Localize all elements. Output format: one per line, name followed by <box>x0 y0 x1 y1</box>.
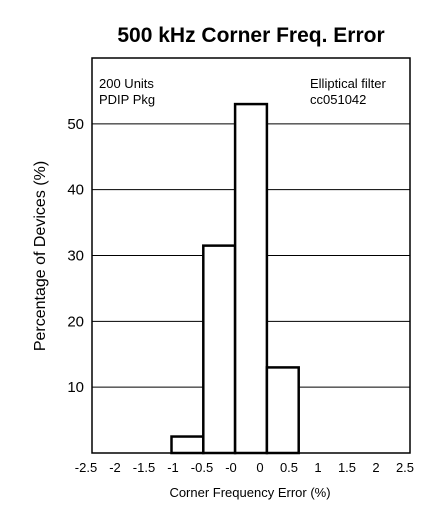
y-tick-label-40: 40 <box>67 182 84 199</box>
x-tick-label-5: -0 <box>225 460 237 475</box>
chart-title: 500 kHz Corner Freq. Error <box>117 24 384 47</box>
x-tick-label-3: -1 <box>167 460 179 475</box>
x-tick-label-7: 0.5 <box>280 460 298 475</box>
y-tick-label-30: 30 <box>67 248 84 265</box>
bar-3 <box>265 366 300 455</box>
x-tick-labels: -2.5 -2 -1.5 -1 -0.5 -0 0 0.5 1 1.5 2 2.5 <box>75 460 414 475</box>
bar-1 <box>202 244 237 455</box>
x-tick-label-0: -2.5 <box>75 460 97 475</box>
plot-frame <box>91 57 411 454</box>
annotation-id: cc051042 <box>310 92 366 107</box>
x-tick-label-9: 1.5 <box>338 460 356 475</box>
y-tick-labels: 10 20 30 40 50 <box>67 116 84 396</box>
bar-2 <box>233 102 269 455</box>
x-tick-label-6: 0 <box>256 460 263 475</box>
x-axis-label: Corner Frequency Error (%) <box>169 485 330 500</box>
y-tick-label-20: 20 <box>67 313 84 330</box>
annotation-units: 200 Units <box>99 76 154 91</box>
y-axis-label: Percentage of Devices (%) <box>32 161 49 351</box>
x-tick-label-1: -2 <box>109 460 121 475</box>
bar-0 <box>170 435 205 455</box>
y-tick-label-50: 50 <box>67 116 84 133</box>
x-tick-label-8: 1 <box>314 460 321 475</box>
x-tick-label-4: -0.5 <box>191 460 213 475</box>
x-tick-label-10: 2 <box>372 460 379 475</box>
annotation-package: PDIP Pkg <box>99 92 155 107</box>
x-tick-label-11: 2.5 <box>396 460 414 475</box>
x-tick-label-2: -1.5 <box>133 460 155 475</box>
annotation-filter: Elliptical filter <box>310 76 387 91</box>
bars <box>170 102 300 455</box>
y-tick-label-10: 10 <box>67 379 84 396</box>
